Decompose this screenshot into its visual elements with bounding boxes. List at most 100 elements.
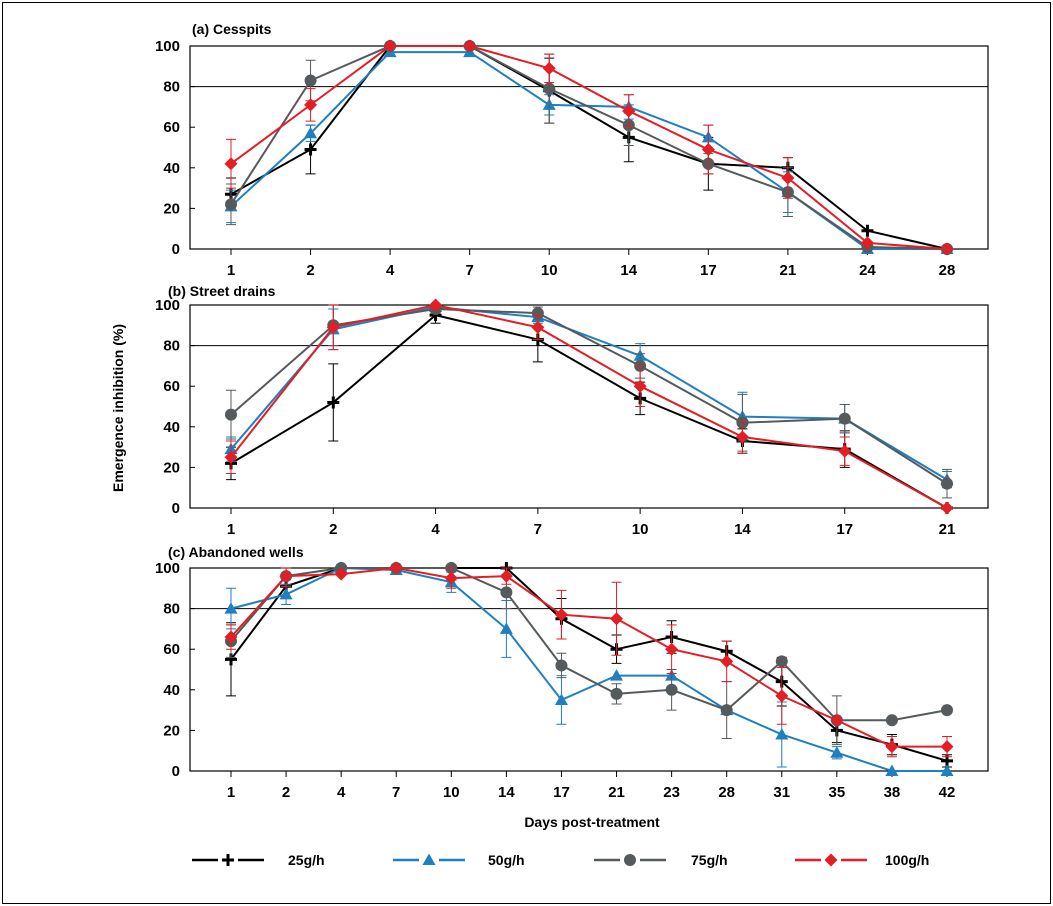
- series-street-drains: [224, 298, 954, 515]
- data-point: [389, 561, 403, 575]
- x-tick-label: 10: [632, 521, 649, 538]
- x-tick-label: 4: [386, 262, 395, 279]
- plot-frame-cesspits: [189, 45, 989, 250]
- data-point: [941, 477, 953, 490]
- x-ticks-cesspits: 1 2 4 7 10 14 17 21 24 28: [227, 249, 955, 279]
- legend-item-75g-h: 75g/h: [594, 852, 728, 868]
- x-tick-label: 24: [859, 262, 876, 279]
- y-tick-label: 40: [163, 682, 180, 699]
- series-100g-h: [224, 561, 954, 758]
- data-point: [861, 224, 874, 237]
- data-point: [885, 764, 899, 776]
- data-point: [334, 567, 348, 581]
- data-point: [500, 586, 513, 599]
- series-line: [230, 45, 948, 250]
- legend-label: 100g/h: [885, 852, 929, 868]
- data-point: [224, 630, 238, 644]
- series-100g-h: [224, 39, 954, 256]
- panel-title-abandoned-wells: (c) Abandoned wells: [168, 544, 304, 560]
- x-tick-label: 1: [227, 784, 235, 801]
- x-tick-label: 10: [443, 784, 460, 801]
- x-tick-label: 2: [306, 262, 314, 279]
- data-point: [610, 612, 624, 626]
- series-cesspits: [224, 39, 954, 256]
- data-point: [225, 408, 237, 421]
- x-tick-label: 4: [337, 784, 346, 801]
- x-tick-label: 10: [541, 262, 558, 279]
- y-axis-title: Emergence inhibition (%): [110, 324, 126, 492]
- y-tick-label: 0: [172, 500, 180, 517]
- legend-item-100g-h: 100g/h: [795, 852, 929, 868]
- legend-label: 25g/h: [288, 852, 325, 868]
- x-axis-title: Days post-treatment: [524, 814, 660, 830]
- x-tick-label: 42: [939, 784, 956, 801]
- y-tick-label: 0: [172, 241, 180, 258]
- data-point: [279, 569, 293, 583]
- data-point: [326, 320, 340, 334]
- data-point: [941, 704, 953, 717]
- x-tick-label: 28: [718, 784, 735, 801]
- legend-marker: [222, 854, 234, 866]
- panel-title-cesspits: (a) Cesspits: [192, 21, 272, 37]
- x-tick-label: 17: [700, 262, 717, 279]
- panel-title-street-drains: (b) Street drains: [168, 283, 276, 299]
- x-tick-label: 2: [282, 784, 290, 801]
- y-tick-label: 40: [163, 160, 180, 177]
- data-point: [279, 587, 293, 600]
- x-tick-label: 35: [829, 784, 846, 801]
- data-point: [775, 727, 789, 740]
- data-point: [735, 430, 749, 444]
- x-tick-label: 7: [534, 521, 542, 538]
- x-tick-label: 7: [465, 262, 473, 279]
- y-tick-label: 100: [155, 38, 180, 55]
- y-tick-label: 60: [163, 641, 180, 658]
- y-tick-label: 60: [163, 119, 180, 136]
- x-tick-label: 23: [663, 784, 680, 801]
- y-tick-label: 20: [163, 459, 180, 476]
- y-tick-label: 80: [163, 601, 180, 618]
- data-point: [701, 143, 715, 157]
- y-ticks-abandoned-wells: 0 20 40 60 80 100: [155, 560, 195, 780]
- data-point: [775, 655, 788, 668]
- y-tick-label: 40: [163, 419, 180, 436]
- data-point: [224, 602, 238, 614]
- series-line: [230, 306, 948, 481]
- y-tick-label: 80: [163, 338, 180, 355]
- series-line: [230, 45, 948, 250]
- series-line: [230, 45, 948, 250]
- x-tick-label: 38: [884, 784, 901, 801]
- data-point: [830, 713, 844, 727]
- data-point: [610, 669, 624, 681]
- x-tick-label: 7: [392, 784, 400, 801]
- data-point: [225, 198, 237, 211]
- legend-label: 75g/h: [691, 852, 728, 868]
- data-point: [383, 39, 397, 53]
- x-tick-label: 4: [431, 521, 440, 538]
- legend-marker: [624, 854, 636, 866]
- data-point: [860, 236, 874, 250]
- series-line: [230, 303, 948, 509]
- data-point: [633, 379, 647, 393]
- x-tick-label: 14: [620, 262, 637, 279]
- data-point: [554, 693, 568, 705]
- x-tick-label: 1: [227, 262, 235, 279]
- legend-item-25g-h: 25g/h: [192, 852, 325, 868]
- x-tick-label: 17: [836, 521, 853, 538]
- data-point: [885, 714, 898, 727]
- x-tick-label: 2: [329, 521, 337, 538]
- data-point: [885, 740, 899, 754]
- y-ticks-cesspits: 0 20 40 60 80 100: [155, 38, 195, 258]
- data-point: [304, 74, 317, 87]
- y-tick-label: 80: [163, 79, 180, 96]
- data-point: [304, 143, 317, 156]
- series-abandoned-wells: [224, 561, 954, 776]
- data-point: [940, 740, 954, 754]
- x-tick-label: 21: [780, 262, 797, 279]
- data-point: [444, 571, 458, 585]
- data-point: [304, 126, 318, 139]
- y-tick-label: 0: [172, 763, 180, 780]
- x-tick-label: 17: [553, 784, 570, 801]
- series-line: [230, 566, 947, 748]
